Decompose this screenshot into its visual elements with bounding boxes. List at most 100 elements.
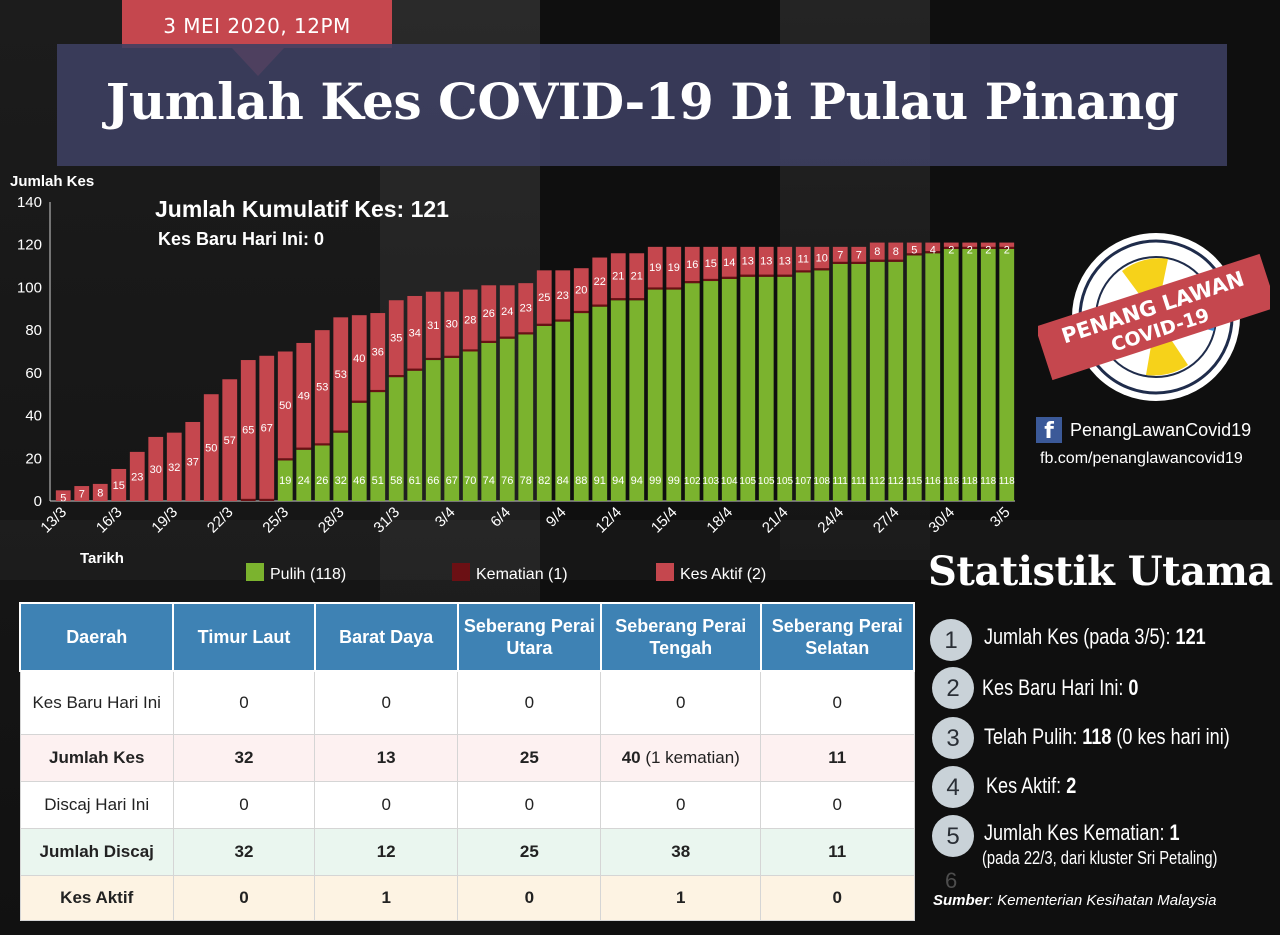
bar-active — [333, 317, 349, 431]
bar-label-active: 16 — [686, 259, 698, 271]
table-cell: 25 — [457, 828, 602, 876]
bar-active — [536, 270, 552, 324]
bar-label-recovered: 99 — [668, 475, 680, 487]
bar-label-active: 50 — [279, 400, 291, 412]
bar-recovered — [610, 300, 626, 501]
bar-deaths — [462, 349, 478, 352]
stat-extra: (0 kes hari ini) — [1116, 724, 1230, 749]
bar-active — [425, 291, 441, 358]
bar-deaths — [999, 246, 1015, 249]
table-cell: 1 — [600, 875, 762, 921]
bar-deaths — [980, 246, 996, 249]
facebook-handle[interactable]: f PenangLawanCovid19 — [1036, 416, 1251, 444]
x-tick-label: 19/3 — [148, 504, 181, 537]
x-tick-label: 21/4 — [759, 504, 792, 537]
bar-deaths — [629, 298, 645, 301]
stat-item-3: Telah Pulih: 118 (0 kes hari ini) — [984, 724, 1230, 750]
table-row: Kes Aktif 0 1 0 1 0 — [19, 875, 915, 921]
bar-label-recovered: 102 — [684, 476, 701, 487]
bar-active — [610, 253, 626, 299]
table-header: Barat Daya — [313, 602, 459, 672]
bar-deaths — [259, 498, 275, 501]
bar-active — [499, 285, 515, 337]
table-cell: 0 — [314, 781, 459, 829]
y-axis-label: Jumlah Kes — [10, 173, 94, 190]
bar-active — [573, 268, 589, 311]
stat-number-2: 2 — [932, 667, 974, 709]
bar-label-recovered: 94 — [612, 475, 624, 487]
bar-label-active: 19 — [668, 262, 680, 274]
bar-deaths — [296, 447, 312, 450]
table-cell: 0 — [314, 670, 459, 735]
bar-label-active: 25 — [538, 292, 550, 304]
penang-lawan-logo: PENANG LAWAN COVID-19 — [1038, 233, 1270, 401]
bar-label-active: 57 — [224, 435, 236, 447]
bar-label-recovered: 32 — [335, 475, 347, 487]
stat-number-1: 1 — [930, 619, 972, 661]
bar-label-recovered: 107 — [795, 476, 812, 487]
table-header: Daerah — [18, 602, 175, 672]
bar-label-active: 7 — [837, 249, 843, 261]
y-tick-label: 140 — [17, 194, 42, 211]
bar-label-recovered: 51 — [372, 475, 384, 487]
bar-label-recovered: 84 — [557, 475, 569, 487]
legend-swatch — [452, 563, 470, 581]
bar-label-active: 15 — [705, 258, 717, 270]
bar-label-recovered: 105 — [758, 476, 775, 487]
table-cell: 0 — [172, 875, 316, 921]
y-tick-label: 0 — [34, 493, 42, 510]
bar-recovered — [351, 402, 367, 501]
bar-deaths — [832, 261, 848, 264]
bar-deaths — [518, 332, 534, 335]
x-tick-label: 27/4 — [870, 504, 903, 537]
bar-label-active: 40 — [353, 353, 365, 365]
bar-active — [277, 351, 293, 459]
stat-item-1: Jumlah Kes (pada 3/5): 121 — [984, 624, 1206, 650]
table-header: Seberang Perai Tengah — [599, 602, 762, 672]
bar-active — [851, 246, 867, 262]
page-title: Jumlah Kes COVID-19 Di Pulau Pinang — [105, 72, 1179, 131]
bar-label-active: 65 — [242, 424, 254, 436]
row-label: Kes Baru Hari Ini — [19, 670, 174, 735]
bar-label-recovered: 105 — [776, 476, 793, 487]
bar-label-recovered: 108 — [813, 476, 830, 487]
legend: Pulih (118) Kematian (1) Kes Aktif (2) — [246, 563, 766, 583]
bar-active — [55, 490, 71, 501]
bar-deaths — [795, 270, 811, 273]
bar-recovered — [777, 276, 793, 501]
table-cell: 25 — [457, 734, 602, 782]
bar-recovered — [555, 321, 571, 501]
bar-active — [518, 283, 534, 333]
bar-label-active: 2 — [948, 245, 954, 257]
bar-deaths — [314, 443, 330, 446]
bar-label-active: 4 — [930, 245, 936, 257]
bar-active — [314, 330, 330, 444]
bar-recovered — [333, 432, 349, 501]
table-cell: 32 — [172, 828, 316, 876]
table-cell: 0 — [760, 670, 915, 735]
bar-label-active: 49 — [298, 390, 310, 402]
x-tick-label: 16/3 — [93, 504, 126, 537]
bar-label-active: 37 — [187, 456, 199, 468]
x-tick-label: 24/4 — [814, 504, 847, 537]
row-label: Jumlah Discaj — [19, 828, 174, 876]
x-tick-label: 18/4 — [703, 504, 736, 537]
bar-active — [999, 242, 1015, 247]
bar-label-recovered: 19 — [279, 475, 291, 487]
bar-deaths — [481, 340, 497, 343]
stat-value: 0 — [1128, 675, 1139, 700]
facebook-url[interactable]: fb.com/penanglawancovid19 — [1040, 450, 1243, 467]
bar-recovered — [444, 357, 460, 501]
bar-label-recovered: 118 — [980, 476, 996, 487]
facebook-icon: f — [1036, 417, 1062, 444]
bar-deaths — [425, 357, 441, 361]
bar-deaths — [703, 278, 719, 282]
bar-recovered — [277, 460, 293, 501]
bar-label-recovered: 70 — [464, 475, 476, 487]
bar-active — [370, 313, 386, 390]
bar-active — [444, 291, 460, 356]
bar-label-active: 13 — [760, 256, 772, 268]
bar-label-active: 34 — [409, 327, 421, 339]
table-cell: 0 — [457, 670, 602, 735]
bar-deaths — [444, 355, 460, 358]
